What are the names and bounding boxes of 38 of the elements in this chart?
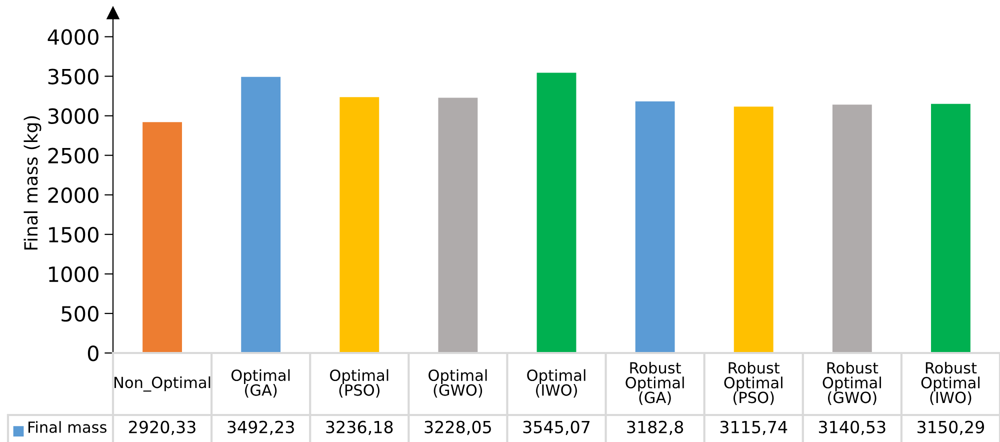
- data-label: 3115,74: [720, 420, 788, 436]
- y-axis-title: Final mass (kg): [24, 116, 42, 250]
- x-tick-label: Non_Optimal: [114, 376, 210, 392]
- y-tick-label: 2000: [48, 187, 98, 204]
- y-tick-label: 1500: [49, 226, 98, 243]
- x-tick-label: Optimal (IWO): [527, 369, 586, 398]
- bar: [241, 76, 281, 353]
- x-tick-label: Optimal (GWO): [428, 369, 487, 398]
- bar: [142, 122, 182, 353]
- y-tick-label: 500: [62, 306, 98, 322]
- data-label: 3182,8: [627, 420, 684, 436]
- y-tick-label: 0: [88, 345, 98, 362]
- data-label: 3150,29: [918, 420, 984, 436]
- bar: [832, 104, 872, 353]
- data-label: 3228,05: [424, 420, 491, 436]
- data-label: 3236,18: [326, 420, 393, 436]
- bar: [734, 106, 774, 353]
- bar: [635, 101, 675, 353]
- data-label: 3492,23: [228, 420, 294, 436]
- y-tick-label: 3000: [48, 108, 98, 124]
- legend-label: Final mass: [28, 421, 106, 433]
- bar: [438, 98, 478, 353]
- data-label: 3140,53: [818, 420, 886, 436]
- y-tick-label: 1000: [49, 266, 98, 282]
- bar: [536, 72, 576, 353]
- y-tick-label: 4000: [48, 29, 98, 45]
- x-tick-label: Robust Optimal (GWO): [822, 362, 881, 406]
- x-tick-label: Robust Optimal (IWO): [921, 362, 980, 406]
- data-label: 3545,07: [523, 420, 590, 436]
- data-label: 2920,33: [129, 420, 196, 436]
- y-tick-label: 2500: [48, 148, 98, 164]
- x-tick-label: Robust Optimal (PSO): [724, 362, 782, 406]
- bar: [931, 104, 970, 353]
- x-tick-label: Robust Optimal (GA): [626, 362, 684, 406]
- y-tick-label: 3500: [48, 68, 98, 84]
- x-tick-label: Optimal (GA): [231, 369, 290, 398]
- bar: [340, 97, 380, 353]
- x-tick-label: Optimal (PSO): [330, 369, 388, 398]
